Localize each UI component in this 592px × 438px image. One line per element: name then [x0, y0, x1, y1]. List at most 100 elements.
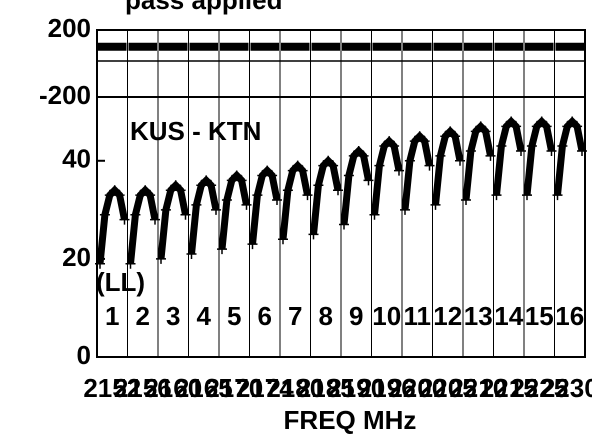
if-label: 16 [555, 301, 584, 331]
x-tick-label: 2230 [541, 373, 592, 403]
amplitude-point [358, 150, 369, 161]
phase-band [189, 42, 218, 51]
amplitude-point [109, 185, 120, 196]
annotation: KUS - KTN [130, 116, 261, 146]
x-tick-label: 2180 [266, 373, 324, 403]
amplitude-point [363, 175, 374, 186]
x-tick-label: 2152 [83, 373, 141, 403]
amplitude-point [485, 150, 496, 161]
amplitude-point [211, 204, 221, 215]
amplitude-point [562, 121, 573, 132]
amplitude-point [516, 145, 526, 156]
amplitude-point [140, 185, 151, 196]
amplitude-line [432, 126, 464, 206]
amplitude-point [424, 160, 435, 171]
amplitude-point [267, 170, 278, 181]
amplitude-point [491, 190, 502, 201]
amplitude-point [252, 190, 263, 201]
amplitude-point [419, 136, 430, 147]
amplitude-point [430, 199, 441, 210]
amplitude-point [501, 121, 512, 132]
if-label: 9 [349, 301, 363, 331]
amplitude-point [577, 145, 587, 156]
amplitude-point [409, 136, 420, 147]
if-label: 12 [433, 301, 462, 331]
amplitude-point [552, 190, 563, 201]
phase-band [281, 42, 310, 51]
amplitude-point [99, 209, 110, 220]
annotation: (LL) [96, 267, 145, 297]
amplitude-point [546, 145, 557, 156]
amplitude-point [496, 141, 507, 152]
amplitude-point [125, 258, 136, 269]
amplitude-point [226, 175, 237, 186]
amplitude-point [445, 126, 456, 137]
amplitude-point [369, 209, 380, 220]
amplitude-point [465, 145, 476, 156]
amplitude-line [157, 180, 189, 260]
amplitude-point [119, 214, 130, 225]
if-label: 6 [258, 301, 272, 331]
amplitude-point [262, 165, 273, 176]
amplitude-point [247, 239, 258, 250]
amplitude-point [95, 258, 105, 269]
amplitude-point [506, 116, 517, 127]
amplitude-point [206, 180, 217, 191]
phase-band [494, 42, 523, 51]
amplitude-point [475, 121, 486, 132]
phase-band [403, 42, 432, 51]
amplitude-point [156, 253, 166, 264]
x-tick-label: 2205 [419, 373, 477, 403]
amplitude-point [384, 136, 395, 147]
x-tick-label: 2174 [236, 373, 294, 403]
amplitude-line [340, 146, 372, 225]
amplitude-point [278, 234, 288, 245]
x-tick-label: 2165 [175, 373, 233, 403]
amplitude-point [165, 185, 176, 196]
phase-band [311, 42, 340, 51]
if-label: 10 [372, 301, 401, 331]
x-tick-label: 2215 [480, 373, 538, 403]
amplitude-point [196, 180, 207, 191]
amplitude-point [201, 175, 212, 186]
amplitude-point [221, 195, 232, 206]
if-label: 11 [404, 301, 432, 331]
amplitude-point [114, 190, 125, 201]
amplitude-point [170, 180, 181, 191]
amplitude-point [480, 126, 491, 137]
x-tick-label: 2160 [144, 373, 202, 403]
amplitude-point [272, 195, 282, 206]
if-label: 8 [319, 301, 333, 331]
amplitude-point [536, 116, 547, 127]
amplitude-point [323, 155, 334, 166]
amplitude-point [404, 155, 415, 166]
amplitude-point [150, 214, 160, 225]
amplitude-point [400, 204, 410, 215]
amplitude-point [175, 185, 186, 196]
amplitude-point [374, 160, 385, 171]
amplitude-point [389, 141, 400, 152]
amplitude-point [282, 185, 293, 196]
amplitude-line [279, 160, 311, 240]
phase-band [342, 42, 371, 51]
phase-band [250, 42, 279, 51]
y-tick-label: 0 [77, 340, 91, 370]
amplitude-line [127, 185, 159, 265]
amplitude-point [541, 121, 552, 132]
amplitude-point [522, 190, 532, 201]
x-tick-label: 2170 [205, 373, 263, 403]
amplitude-point [308, 229, 319, 240]
y-tick-label: -200 [39, 80, 91, 110]
amplitude-line [554, 116, 586, 196]
x-tick-label: 2225 [510, 373, 568, 403]
if-label: 15 [525, 301, 554, 331]
amplitude-line [371, 136, 403, 216]
amplitude-point [130, 209, 141, 220]
if-label: 13 [464, 301, 493, 331]
phase-band [433, 42, 462, 51]
amplitude-point [257, 170, 268, 181]
x-tick-label: 2200 [388, 373, 446, 403]
if-label: 2 [136, 301, 150, 331]
if-label: 7 [288, 301, 302, 331]
